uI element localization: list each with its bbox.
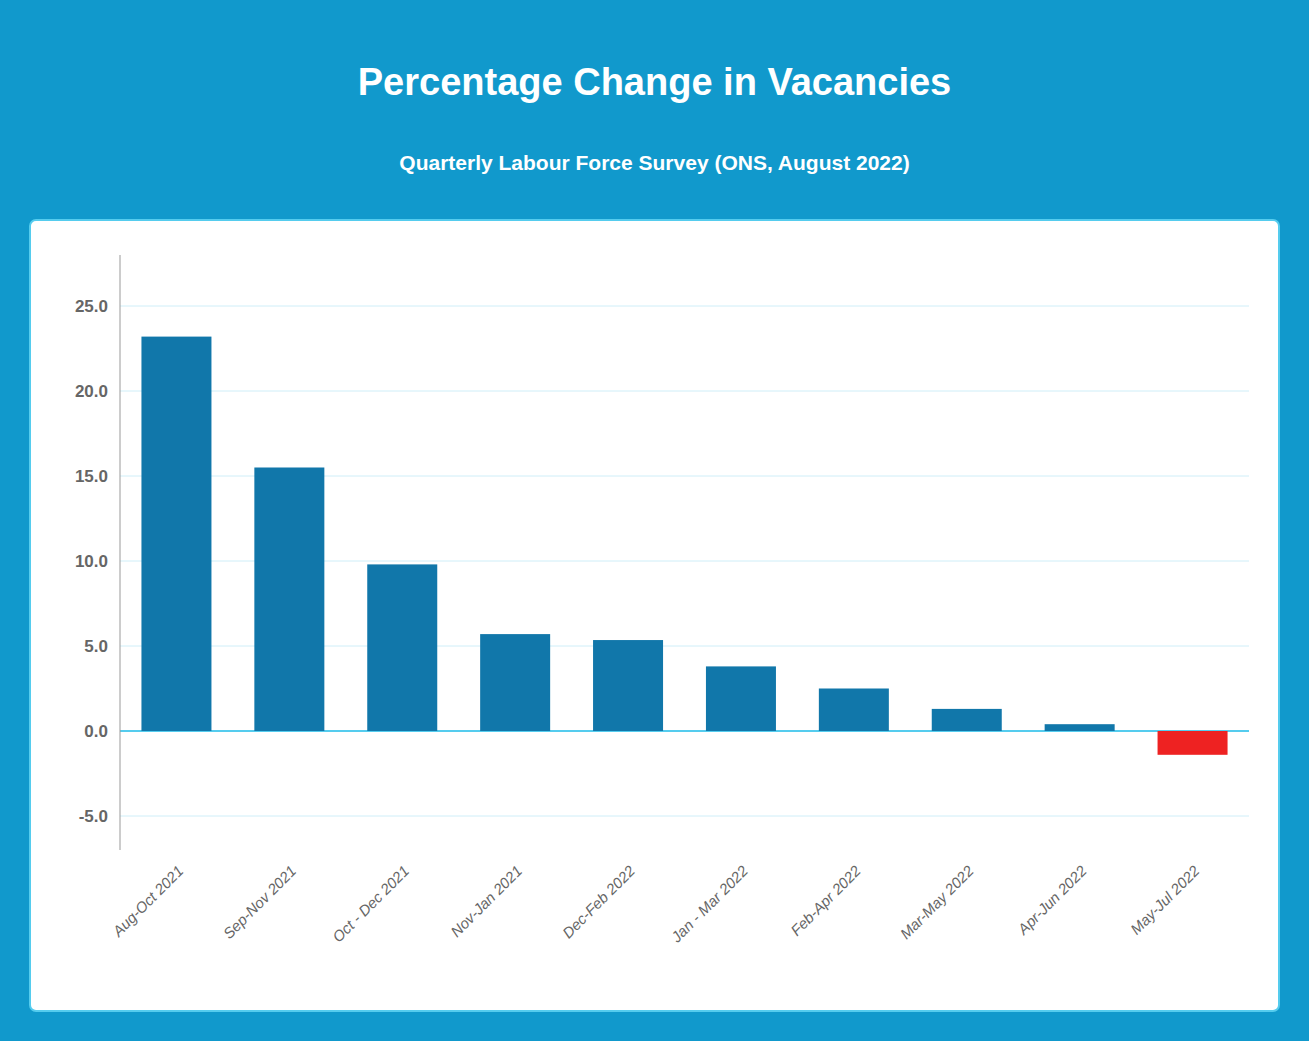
bar — [141, 337, 211, 731]
y-tick-label: 20.0 — [75, 382, 108, 401]
y-tick-label: 25.0 — [75, 297, 108, 316]
bar — [593, 640, 663, 731]
grid — [120, 306, 1249, 816]
chart-container: Percentage Change in Vacancies Quarterly … — [0, 0, 1309, 1041]
bar — [254, 468, 324, 732]
x-axis: Aug-Oct 2021 Sep-Nov 2021 Oct - Dec 2021 No… — [108, 862, 1203, 947]
bars — [141, 337, 1227, 755]
bar — [367, 564, 437, 731]
grid-line — [120, 391, 1249, 392]
bar — [480, 634, 550, 731]
y-axis-line — [120, 255, 121, 850]
grid-line — [120, 306, 1249, 307]
x-tick-label: Oct - Dec 2021 — [329, 862, 412, 945]
x-tick-label: Dec-Feb 2022 — [559, 862, 639, 942]
bar — [1045, 724, 1115, 731]
bar — [1158, 731, 1228, 755]
x-tick-label: Feb-Apr 2022 — [787, 862, 864, 939]
x-tick-label: Sep-Nov 2021 — [220, 862, 300, 942]
bar — [706, 666, 776, 731]
bar — [932, 709, 1002, 731]
y-axis: -5.0 0.0 5.0 10.0 15.0 20.0 25.0 — [75, 255, 120, 850]
x-tick-label: Nov-Jan 2021 — [447, 862, 525, 940]
bar — [819, 689, 889, 732]
y-tick-label: 10.0 — [75, 552, 108, 571]
page: {"chart_data": {"type": "bar", "title": … — [0, 0, 1309, 1041]
chart-svg: Percentage Change in Vacancies Quarterly … — [0, 0, 1309, 1041]
x-tick-label: Aug-Oct 2021 — [108, 862, 186, 940]
subtitle: Quarterly Labour Force Survey (ONS, Augu… — [399, 151, 909, 174]
title: Percentage Change in Vacancies — [358, 61, 952, 103]
x-tick-label: Apr-Jun 2022 — [1013, 862, 1090, 939]
y-tick-label: 5.0 — [84, 637, 108, 656]
x-tick-label: May-Jul 2022 — [1127, 862, 1203, 938]
y-tick-label: -5.0 — [79, 807, 108, 826]
x-tick-label: Jan - Mar 2022 — [667, 862, 752, 947]
grid-line — [120, 816, 1249, 817]
y-tick-label: 15.0 — [75, 467, 108, 486]
card — [30, 220, 1279, 1011]
x-tick-label: Mar-May 2022 — [897, 862, 978, 943]
y-tick-label: 0.0 — [84, 722, 108, 741]
background — [0, 0, 1309, 1041]
